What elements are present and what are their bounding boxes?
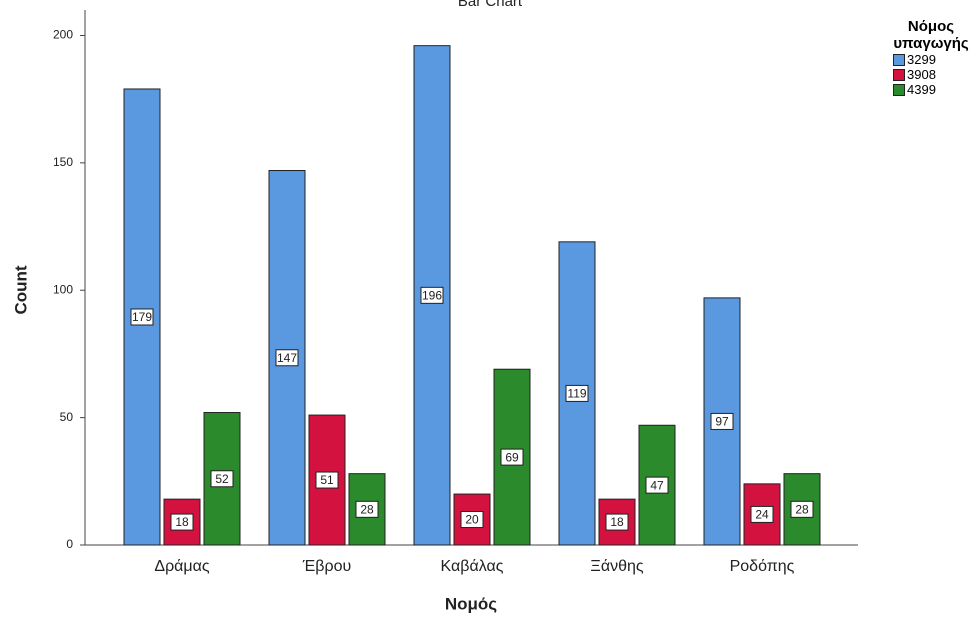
value-label: 147 [277,351,297,365]
value-label-box [275,349,299,367]
value-label: 28 [360,503,374,517]
value-label-box [565,384,589,402]
value-label: 97 [715,415,729,429]
value-label: 51 [320,473,334,487]
legend-swatch [893,53,905,66]
value-label: 69 [505,450,519,464]
legend-title: Νόμος υπαγωγής [893,18,969,52]
x-tick-label: Ροδόπης [730,558,795,575]
value-label-box [500,448,524,466]
x-axis-label: Νομός [445,594,497,613]
value-label-box [130,308,154,326]
legend-label: 4399 [907,82,936,97]
value-label-box [210,470,234,488]
legend-swatch [893,68,905,81]
value-label-box [605,513,629,531]
value-label-box [170,513,194,531]
legend: Νόμος υπαγωγής 3299 3908 4399 [885,18,977,97]
value-label: 179 [132,310,152,324]
legend-item: 3908 [893,67,977,82]
x-tick-label: Έβρου [302,558,352,575]
y-tick-label: 0 [66,537,73,551]
legend-swatch [893,83,905,96]
chart-title: Bar Chart [458,0,523,10]
value-label: 20 [465,513,479,527]
value-label: 24 [755,508,769,522]
y-tick-label: 50 [60,410,74,424]
legend-label: 3908 [907,67,936,82]
y-tick-label: 150 [53,155,73,169]
value-label-box [355,500,379,518]
value-label: 18 [175,515,189,529]
value-label-box [790,500,814,518]
value-label-box [750,505,774,523]
x-tick-label: Δράμας [154,558,210,575]
legend-item: 3299 [893,52,977,67]
value-label-box [710,412,734,430]
legend-item: 4399 [893,82,977,97]
value-label: 119 [567,387,586,401]
value-label-box [315,471,339,489]
y-tick-label: 100 [53,282,73,296]
bar [783,473,821,546]
value-label: 196 [422,289,442,303]
value-label: 28 [795,503,809,517]
legend-label: 3299 [907,52,936,67]
value-label: 52 [215,472,229,486]
value-label: 47 [650,478,664,492]
x-tick-label: Καβάλας [441,558,504,575]
y-axis-label: Count [11,265,30,314]
y-tick-label: 200 [53,28,73,42]
value-label: 18 [610,515,624,529]
value-label-box [420,286,444,304]
x-tick-label: Ξάνθης [590,558,643,575]
value-label-box [460,511,484,529]
value-label-box [645,476,669,494]
